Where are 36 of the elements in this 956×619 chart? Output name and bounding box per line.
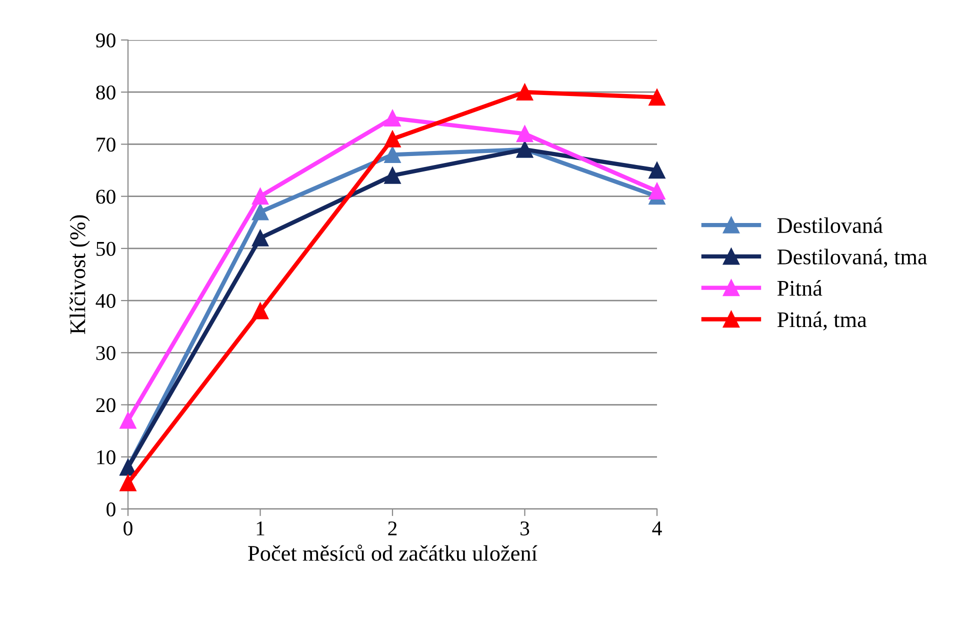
y-tick-label: 10 <box>97 450 116 464</box>
y-axis-title: Klíčivost (%) <box>70 215 90 334</box>
point <box>384 130 401 148</box>
y-tick-label: 40 <box>96 294 116 308</box>
point <box>648 182 666 200</box>
y-tick-label: 60 <box>96 190 116 204</box>
y-tick-label: 0 <box>106 502 116 516</box>
point <box>252 230 269 246</box>
point <box>120 474 136 492</box>
point <box>648 88 666 106</box>
point <box>252 204 269 220</box>
legend-label: Destilovaná <box>777 217 883 234</box>
point <box>384 167 401 184</box>
point <box>516 125 534 142</box>
x-tick-label: 2 <box>388 521 397 536</box>
legend-label: Pitná, tma <box>777 312 867 330</box>
y-tick-label: 20 <box>96 398 116 412</box>
x-tick-label: 1 <box>256 522 264 536</box>
point <box>252 302 269 320</box>
point <box>384 110 401 126</box>
point <box>384 146 401 163</box>
x-tick-label: 4 <box>652 522 662 536</box>
point <box>120 412 136 429</box>
y-tick-label: 80 <box>96 85 116 100</box>
y-tick-label: 50 <box>96 242 116 256</box>
point <box>252 188 269 205</box>
y-tick-label: 30 <box>96 346 116 360</box>
x-tick-label: 0 <box>124 521 132 536</box>
x-tick-label: 3 <box>520 521 530 536</box>
y-tick-label: 90 <box>96 33 116 48</box>
x-axis-title: Počet měsíců od začátku uložení <box>248 544 538 561</box>
legend-label: Pitná <box>777 280 822 296</box>
legend-label: Destilovaná, tma <box>777 248 928 268</box>
point <box>516 84 534 100</box>
point <box>648 162 666 179</box>
y-tick-label: 70 <box>96 138 116 152</box>
